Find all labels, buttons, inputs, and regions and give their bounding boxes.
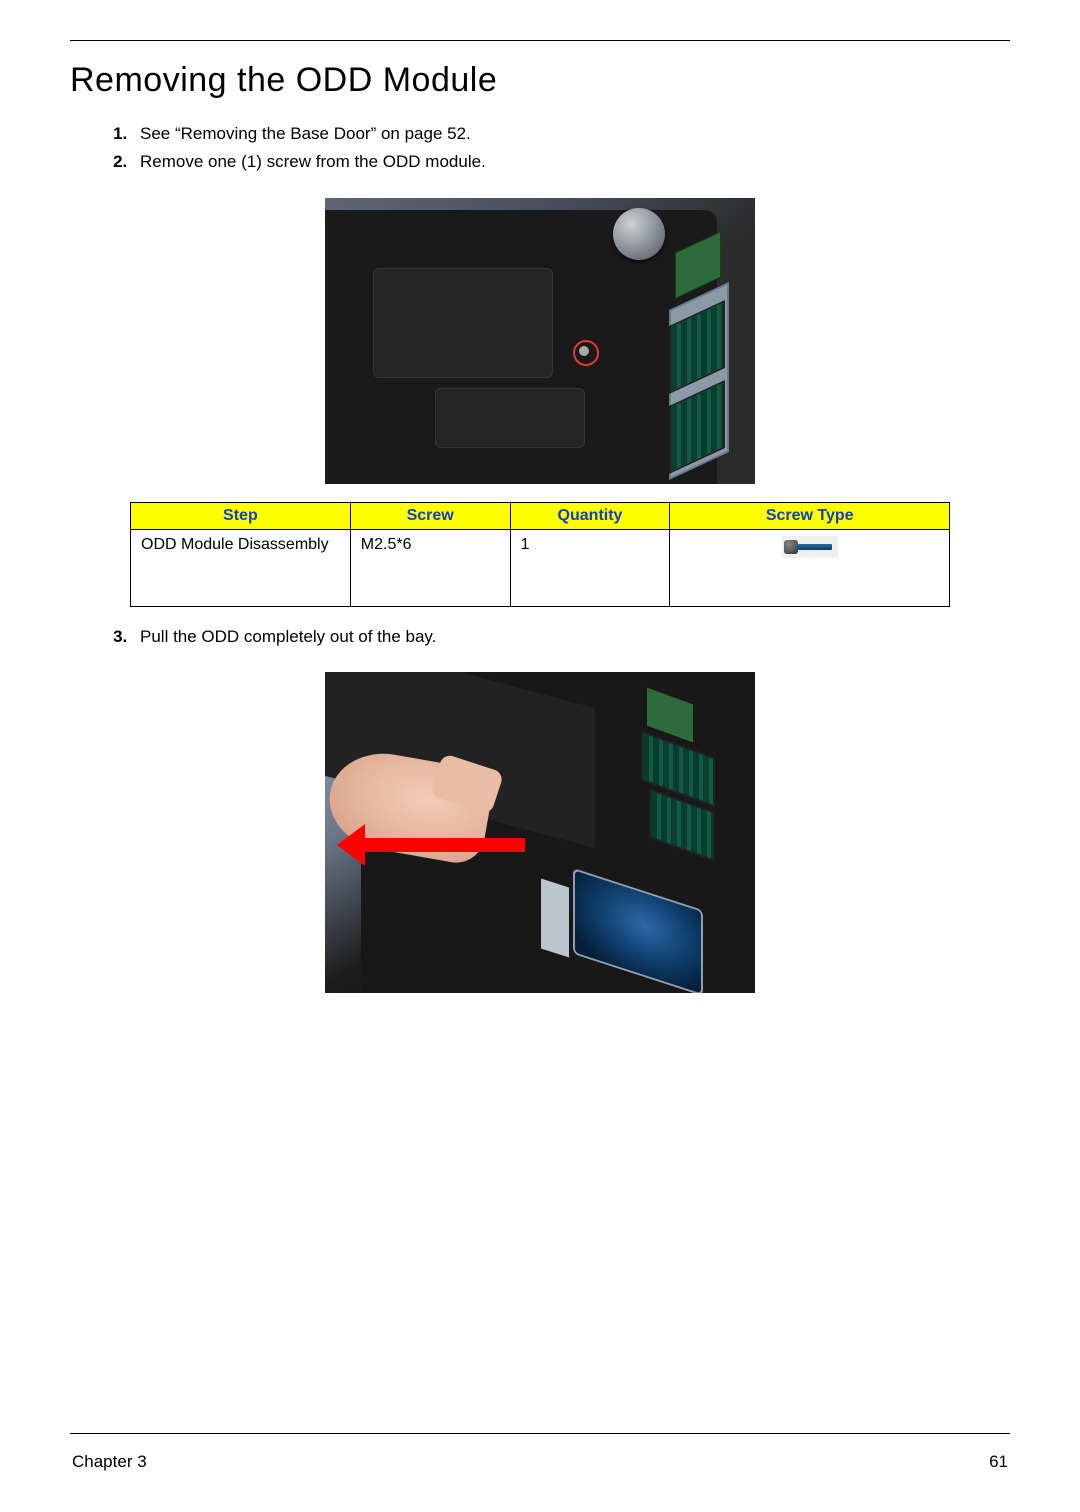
page-title: Removing the ODD Module xyxy=(70,61,1010,100)
table-header-row: Step Screw Quantity Screw Type xyxy=(131,502,950,529)
col-screwtype: Screw Type xyxy=(670,502,950,529)
figure-odd-screw-location xyxy=(325,198,755,484)
figure-pull-odd xyxy=(325,672,755,993)
steps-list-1: See “Removing the Base Door” on page 52.… xyxy=(70,118,1010,178)
table-row: ODD Module Disassembly M2.5*6 1 xyxy=(131,529,950,606)
col-screw: Screw xyxy=(350,502,510,529)
screw-highlight-circle xyxy=(573,340,599,366)
col-quantity: Quantity xyxy=(510,502,670,529)
footer-chapter: Chapter 3 xyxy=(72,1452,147,1472)
pull-arrow xyxy=(355,838,525,852)
step-item: Remove one (1) screw from the ODD module… xyxy=(132,150,1010,174)
pull-arrowhead xyxy=(337,824,365,866)
col-step: Step xyxy=(131,502,351,529)
cell-step: ODD Module Disassembly xyxy=(131,529,351,606)
top-rule xyxy=(70,40,1010,41)
cell-quantity: 1 xyxy=(510,529,670,606)
cell-screw: M2.5*6 xyxy=(350,529,510,606)
steps-list-2: Pull the ODD completely out of the bay. xyxy=(70,621,1010,653)
step-item: See “Removing the Base Door” on page 52. xyxy=(132,122,1010,146)
page-footer: Chapter 3 61 xyxy=(70,1452,1010,1482)
screw-icon xyxy=(782,536,838,558)
bottom-rule xyxy=(70,1433,1010,1434)
cell-screwtype xyxy=(670,529,950,606)
footer-page: 61 xyxy=(989,1452,1008,1472)
step-item: Pull the ODD completely out of the bay. xyxy=(132,625,1010,649)
screw-table: Step Screw Quantity Screw Type ODD Modul… xyxy=(130,502,950,607)
